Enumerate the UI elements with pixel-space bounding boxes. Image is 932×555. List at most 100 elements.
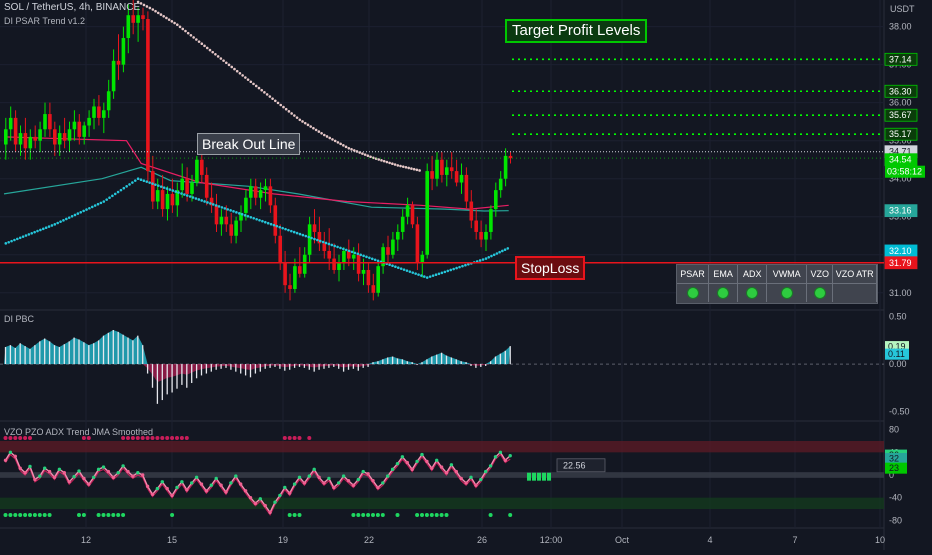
psar-dot-down xyxy=(208,48,212,52)
vzo-badge-label: 23 xyxy=(889,463,899,473)
psar-dot-down xyxy=(344,145,348,149)
breakout-annotation: Break Out Line xyxy=(197,133,301,155)
psar-dot-down xyxy=(410,167,413,170)
psar-dot-up xyxy=(105,198,108,201)
psar-dot-down xyxy=(244,76,247,79)
psar-dot-up xyxy=(405,269,409,272)
candle-body xyxy=(263,186,268,191)
vzo-dot xyxy=(253,501,258,506)
psar-dot-up xyxy=(27,233,31,236)
target-annotation: Target Profit Levels xyxy=(505,19,648,43)
vzo-tick-label: 0 xyxy=(889,470,894,480)
indicator3-title: VZO PZO ADX Trend JMA Smoothed xyxy=(4,427,154,437)
bottom-signal-dot xyxy=(356,513,361,517)
psar-dot-up xyxy=(481,258,485,261)
vzo-dot xyxy=(209,483,213,487)
bottom-signal-dot xyxy=(371,513,375,517)
psar-dot-up xyxy=(73,213,77,217)
psar-dot-up xyxy=(313,237,316,241)
vzo-value-tag xyxy=(556,458,606,473)
vzo-dot xyxy=(150,492,155,496)
vzo-dot xyxy=(175,485,179,490)
psar-dot-down xyxy=(407,166,410,170)
price-badge xyxy=(884,84,918,98)
top-signal-dot xyxy=(145,436,150,440)
psar-dot-down xyxy=(393,163,397,166)
psar-dot-up xyxy=(266,221,270,225)
psar-dot-up xyxy=(321,240,325,244)
price-badge-label: 35.17 xyxy=(889,129,912,139)
psar-dot-down xyxy=(222,59,225,62)
psar-dot-down xyxy=(257,86,261,90)
candle-body xyxy=(440,159,444,175)
psar-dot-up xyxy=(292,230,296,234)
vzo-dot xyxy=(479,477,483,482)
vzo-dot xyxy=(185,488,189,492)
psar-dot-down xyxy=(320,131,323,135)
vzo-tick-label: 80 xyxy=(889,425,899,435)
candle-body xyxy=(151,171,155,202)
psar-dot-down xyxy=(306,123,310,127)
countdown-badge xyxy=(885,165,925,178)
psar-dot-down xyxy=(317,130,321,133)
vzo-dot xyxy=(23,471,27,475)
psar-dot-down xyxy=(271,97,274,100)
psar-dot-up xyxy=(284,227,287,231)
price-badge xyxy=(884,52,918,66)
bottom-signal-dot xyxy=(380,513,385,517)
psar-dot-up xyxy=(368,256,371,260)
price-badge xyxy=(884,256,918,270)
vzo-dot xyxy=(430,466,434,470)
psar-dot-up xyxy=(420,274,423,277)
vzo-dot xyxy=(435,458,439,462)
psar-dot-up xyxy=(136,177,140,181)
candle-body xyxy=(28,136,33,149)
stoploss-annotation: StopLoss xyxy=(515,256,586,280)
vzo-dot xyxy=(219,483,223,487)
candle-body xyxy=(180,178,184,191)
bottom-signal-dot xyxy=(96,513,101,517)
vzo-dot xyxy=(283,485,287,490)
vzo-badge xyxy=(885,462,907,474)
vzo-dot xyxy=(484,469,488,474)
psar-dot-up xyxy=(180,192,183,195)
psar-dot-up xyxy=(373,258,377,262)
psar-dot-up xyxy=(362,254,365,258)
psar-dot-up xyxy=(41,227,45,231)
psar-dot-up xyxy=(133,179,137,182)
vzo-dot xyxy=(288,491,292,495)
vzo-dot xyxy=(268,510,272,515)
bottom-signal-dot xyxy=(434,513,439,517)
vzo-badge xyxy=(885,453,907,464)
candle-body xyxy=(97,106,101,118)
table-status-cell xyxy=(709,284,739,302)
bottom-signal-dot xyxy=(170,513,175,517)
psar-dot-down xyxy=(293,114,296,117)
vzo-dot xyxy=(341,474,346,478)
psar-dot-down xyxy=(254,84,258,88)
vzo-dot xyxy=(444,471,449,475)
top-signal-dot xyxy=(140,436,145,440)
vzo-tick-label: -40 xyxy=(889,493,902,503)
candle-body xyxy=(430,171,434,179)
psar-dot-up xyxy=(220,206,224,209)
psar-dot-down xyxy=(331,138,334,141)
vzo-dot xyxy=(410,467,414,472)
psar-dot-up xyxy=(177,191,180,194)
bottom-signal-dot xyxy=(420,513,424,517)
candle-body xyxy=(33,136,37,141)
psar-dot-down xyxy=(282,105,285,109)
candle-body xyxy=(415,224,420,263)
psar-dot-up xyxy=(209,202,212,205)
psar-dot-down xyxy=(301,120,304,123)
candle-body xyxy=(131,15,135,23)
psar-dot-up xyxy=(388,263,391,267)
candle-body xyxy=(298,266,302,274)
bottom-signal-dot xyxy=(13,513,18,517)
vzo-dot xyxy=(376,485,380,490)
vzo-badge-label: 32 xyxy=(889,454,899,464)
candle-body xyxy=(366,269,371,286)
vzo-dot xyxy=(386,474,390,478)
psar-dot-up xyxy=(50,224,54,227)
psar-dot-down xyxy=(186,31,190,35)
